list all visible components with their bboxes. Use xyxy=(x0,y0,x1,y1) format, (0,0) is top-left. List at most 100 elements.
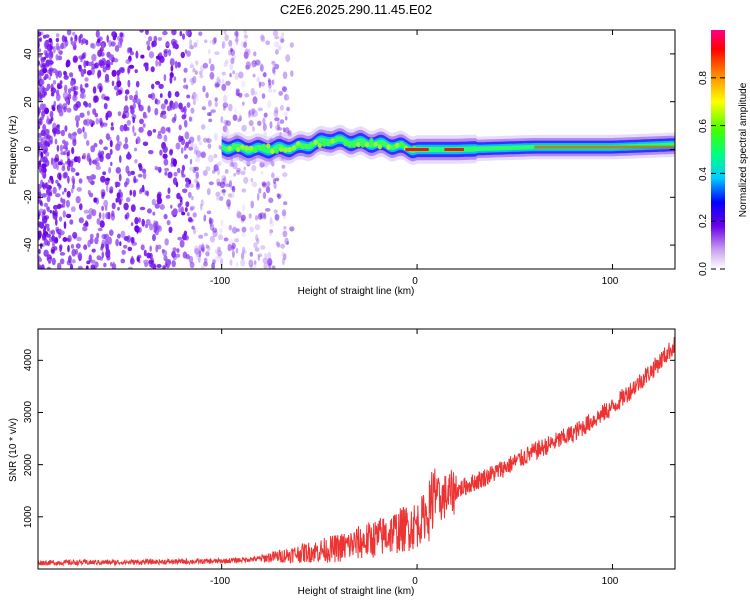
noise-dot xyxy=(54,138,58,145)
colorbar-tick-4: 0.8 xyxy=(698,71,709,85)
noise-dot xyxy=(55,129,61,135)
noise-dot xyxy=(183,67,188,73)
noise-dot xyxy=(87,189,91,196)
noise-dot xyxy=(167,90,172,99)
noise-dot xyxy=(44,249,49,256)
noise-dot xyxy=(255,234,259,242)
noise-dot xyxy=(134,69,138,74)
noise-dot xyxy=(198,250,202,258)
ridge-blob xyxy=(257,144,262,150)
noise-dot xyxy=(154,203,160,209)
noise-dot xyxy=(70,206,76,212)
noise-dot xyxy=(63,84,68,93)
noise-dot xyxy=(214,255,221,262)
noise-dot xyxy=(157,225,162,232)
noise-dot xyxy=(83,209,90,214)
noise-dot xyxy=(43,231,49,236)
noise-dot xyxy=(259,212,265,220)
noise-dot xyxy=(180,147,184,154)
noise-dot xyxy=(254,247,260,252)
noise-dot xyxy=(263,112,268,118)
snr-y-tick-2: 3000 xyxy=(23,400,34,423)
noise-dot xyxy=(263,262,268,269)
noise-dot xyxy=(69,219,73,225)
noise-dot xyxy=(55,218,58,226)
noise-dot xyxy=(97,49,102,58)
noise-dot xyxy=(173,76,177,81)
noise-dot xyxy=(132,125,135,133)
noise-dot xyxy=(260,170,264,175)
noise-dot xyxy=(272,78,275,86)
noise-dot xyxy=(256,237,260,244)
noise-dot xyxy=(62,237,68,242)
noise-dot xyxy=(195,251,201,258)
noise-dot xyxy=(274,117,280,122)
noise-dot xyxy=(206,210,212,215)
noise-dot xyxy=(59,244,63,250)
noise-dot xyxy=(53,157,60,163)
noise-dot xyxy=(49,68,53,77)
noise-dot xyxy=(237,118,241,123)
noise-dot xyxy=(155,80,161,85)
noise-dot xyxy=(154,98,158,105)
noise-dot xyxy=(194,143,197,149)
noise-dot xyxy=(207,112,211,117)
noise-dot xyxy=(65,61,70,68)
ridge-blob xyxy=(369,137,374,144)
noise-dot xyxy=(277,193,282,200)
noise-dot xyxy=(215,195,220,201)
noise-dot xyxy=(251,64,255,69)
noise-dot xyxy=(101,233,107,240)
noise-dot xyxy=(72,139,77,147)
noise-dot xyxy=(165,194,171,199)
noise-dot xyxy=(229,63,234,71)
noise-dot xyxy=(201,106,207,111)
noise-dot xyxy=(91,209,97,217)
noise-dot xyxy=(219,228,223,234)
noise-dot xyxy=(95,197,100,205)
noise-dot xyxy=(40,129,46,137)
noise-dot xyxy=(115,197,119,203)
noise-dot xyxy=(201,247,205,253)
noise-dot xyxy=(119,241,122,247)
noise-dot xyxy=(58,50,63,55)
noise-dot xyxy=(185,201,190,208)
noise-dot xyxy=(215,162,220,171)
noise-dot xyxy=(134,159,138,164)
noise-dot xyxy=(147,105,151,113)
noise-dot xyxy=(67,175,70,184)
noise-dot xyxy=(181,114,187,120)
noise-dot xyxy=(125,59,131,64)
noise-dot xyxy=(146,45,151,51)
ridge-blob xyxy=(296,141,301,147)
noise-dot xyxy=(221,71,226,76)
noise-dot xyxy=(120,230,126,238)
noise-dot xyxy=(189,261,195,269)
noise-dot xyxy=(252,91,258,95)
noise-dot xyxy=(132,189,137,198)
noise-dot xyxy=(102,171,106,176)
noise-dot xyxy=(62,172,68,179)
noise-dot xyxy=(126,235,131,243)
noise-dot xyxy=(225,59,229,64)
noise-dot xyxy=(111,202,116,210)
noise-dot xyxy=(143,249,147,257)
noise-dot xyxy=(235,247,239,254)
snr-x-tick-2: 100 xyxy=(602,576,619,587)
noise-dot xyxy=(82,226,88,232)
noise-dot xyxy=(142,114,148,119)
noise-dot xyxy=(281,164,286,169)
noise-dot xyxy=(267,258,273,266)
noise-dot xyxy=(139,118,144,125)
noise-dot xyxy=(272,30,279,37)
noise-dot xyxy=(51,104,55,110)
noise-dot xyxy=(192,68,196,73)
noise-dot xyxy=(279,119,285,124)
noise-dot xyxy=(158,83,164,89)
noise-dot xyxy=(90,145,96,153)
snr-ylabel: SNR (10 * v/v) xyxy=(8,418,19,482)
noise-dot xyxy=(83,131,88,140)
noise-dot xyxy=(236,167,241,173)
noise-dot xyxy=(190,61,193,68)
noise-dot xyxy=(229,73,232,78)
